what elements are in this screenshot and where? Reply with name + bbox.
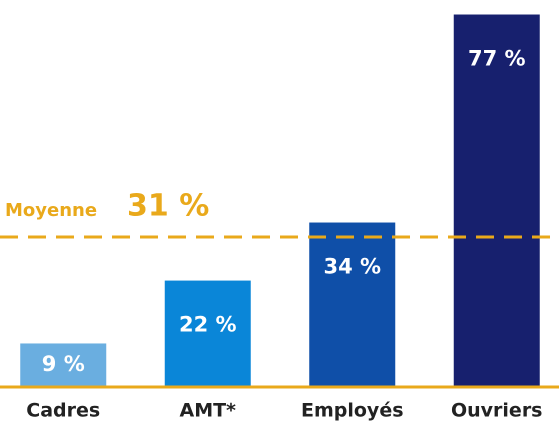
value-label: 22 %: [179, 313, 237, 337]
value-label: 34 %: [323, 255, 381, 279]
x-tick-label: Ouvriers: [451, 400, 543, 422]
bar: [453, 14, 540, 387]
x-tick-label: Employés: [301, 400, 404, 422]
bar: [164, 280, 251, 387]
value-label: 9 %: [42, 352, 85, 376]
average-value-label: 31 %: [127, 189, 209, 224]
bar: [309, 222, 396, 387]
x-tick-label: AMT*: [179, 400, 236, 422]
value-label: 77 %: [468, 47, 526, 71]
x-tick-label: Cadres: [26, 400, 100, 422]
average-label: Moyenne: [5, 200, 97, 221]
bar: [20, 343, 107, 387]
